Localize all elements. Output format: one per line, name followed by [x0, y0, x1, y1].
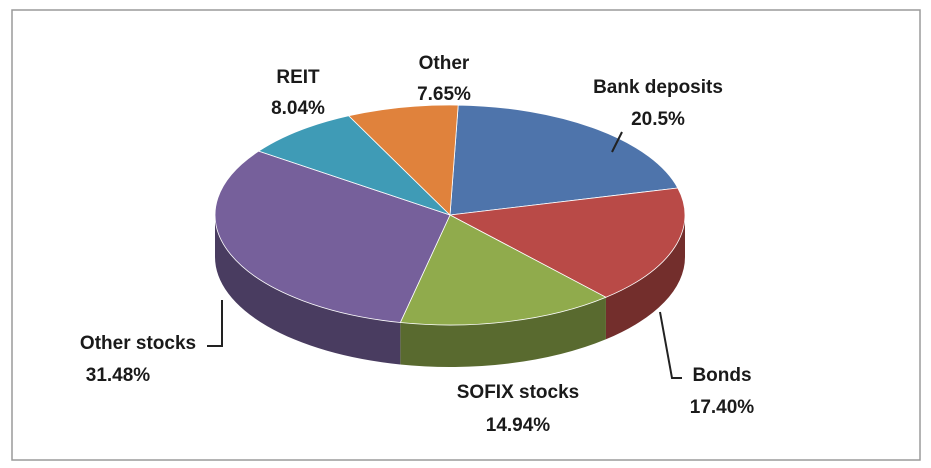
pie-tops — [214, 104, 686, 326]
pie-sides — [215, 215, 685, 367]
slice-side — [215, 215, 401, 365]
slice — [214, 150, 451, 323]
slice — [347, 104, 459, 216]
slice — [448, 187, 686, 298]
data-labels: Bank deposits 20.5% Bonds 17.40% SOFIX stock… — [80, 53, 754, 436]
value-label: 8.04% — [271, 98, 325, 119]
slice — [399, 214, 607, 326]
slice-side — [400, 297, 606, 367]
slice-side — [605, 215, 685, 340]
category-label: Bonds — [692, 365, 751, 386]
category-label: Other stocks — [80, 333, 196, 354]
value-label: 20.5% — [631, 109, 685, 130]
value-label: 17.40% — [690, 397, 755, 418]
leader-line — [659, 311, 682, 379]
leader-line — [207, 300, 223, 347]
slice — [449, 104, 679, 216]
value-label: 7.65% — [417, 84, 471, 105]
leader-line — [611, 131, 623, 153]
value-label: 31.48% — [86, 365, 151, 386]
category-label: Other — [419, 53, 470, 74]
category-label: Bank deposits — [593, 77, 723, 98]
value-label: 14.94% — [486, 415, 551, 436]
slice — [257, 115, 451, 216]
category-label: SOFIX stocks — [457, 382, 580, 403]
category-label: REIT — [276, 67, 320, 88]
